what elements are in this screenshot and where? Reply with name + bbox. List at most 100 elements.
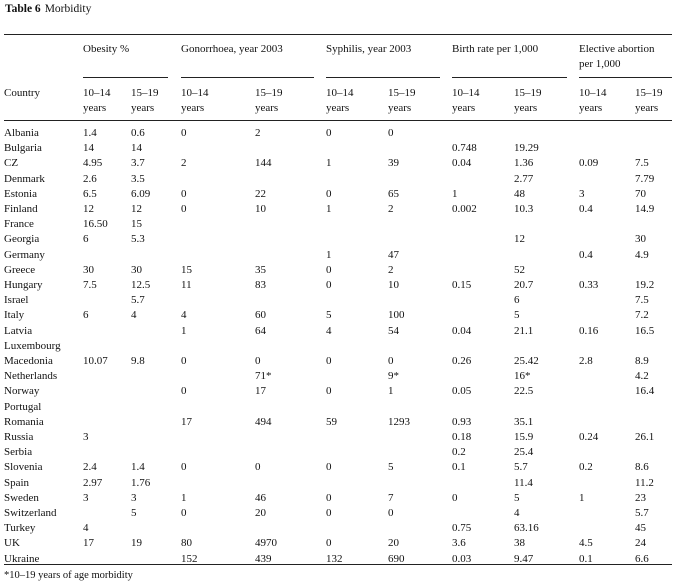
- group-rule-obesity: [83, 77, 168, 78]
- group-rule-gonorrhoea: [181, 77, 314, 78]
- value-cell: 0.24: [579, 431, 599, 444]
- table-row: Georgia 6 5.3 12 30: [4, 232, 672, 247]
- value-cell: 9.8: [131, 355, 145, 368]
- value-cell: 6.09: [131, 187, 151, 200]
- value-cell: 1: [181, 324, 187, 337]
- value-cell: 0.05: [452, 385, 472, 398]
- value-cell: 30: [635, 233, 646, 246]
- subheader-obesity-10-14: 10–14 years: [83, 87, 111, 114]
- country-cell: Hungary: [4, 279, 43, 292]
- value-cell: 0: [388, 507, 394, 520]
- table-footnote: *10–19 years of age morbidity: [4, 570, 133, 581]
- value-cell: 19.2: [635, 279, 655, 292]
- value-cell: [579, 400, 635, 415]
- value-cell: 15: [181, 263, 192, 276]
- table-row: Slovenia 2.4 1.4 0 0 0 5 0.1 5.7 0.2 8.6: [4, 460, 672, 475]
- value-cell: 30: [131, 263, 142, 276]
- country-cell: Spain: [4, 476, 30, 489]
- bottom-rule: [4, 564, 672, 565]
- value-cell: [452, 293, 514, 308]
- value-cell: [635, 415, 672, 430]
- country-cell: Georgia: [4, 233, 40, 246]
- value-cell: 0: [255, 461, 261, 474]
- value-cell: [452, 232, 514, 247]
- value-cell: 0: [326, 127, 332, 139]
- value-cell: 3: [579, 187, 585, 200]
- value-cell: [579, 476, 635, 491]
- value-cell: [326, 400, 388, 415]
- value-cell: 1.4: [83, 127, 97, 139]
- value-cell: [388, 430, 452, 445]
- subheader-abortion-15-19: 15–19 years: [635, 87, 663, 114]
- table-row: Norway 0 17 0 1 0.05 22.5 16.4: [4, 384, 672, 399]
- morbidity-table: Albania 1.4 0.6 0 2 0 0 Bulgaria 14 14 0.748 19.29 C…: [4, 126, 672, 567]
- country-cell: Norway: [4, 385, 40, 398]
- value-cell: 0.26: [452, 355, 472, 368]
- value-cell: 0.33: [579, 279, 599, 292]
- value-cell: 17: [255, 385, 266, 398]
- value-cell: 2: [388, 203, 394, 216]
- value-cell: [255, 521, 326, 536]
- value-cell: 0: [326, 279, 332, 292]
- value-cell: 0.4: [579, 203, 593, 216]
- value-cell: 132: [326, 552, 343, 565]
- value-cell: 3.5: [131, 172, 145, 185]
- value-cell: 8.9: [635, 355, 649, 368]
- value-cell: [181, 445, 255, 460]
- value-cell: 0.93: [452, 415, 472, 428]
- value-cell: 35: [255, 263, 266, 276]
- value-cell: [131, 445, 181, 460]
- value-cell: [635, 400, 672, 415]
- value-cell: [131, 384, 181, 399]
- value-cell: 0.04: [452, 157, 472, 170]
- value-cell: 4: [181, 309, 187, 322]
- table-caption: Table 6 Morbidity: [5, 3, 91, 15]
- value-cell: [635, 217, 672, 232]
- value-cell: 0: [326, 263, 332, 276]
- subheader-gonorrhoea-10-14: 10–14 years: [181, 87, 209, 114]
- value-cell: 15: [131, 218, 142, 231]
- table-row: Spain 2.97 1.76 11.4 11.2: [4, 476, 672, 491]
- country-cell: Denmark: [4, 172, 45, 185]
- value-cell: [131, 415, 181, 430]
- value-cell: [181, 172, 255, 187]
- country-cell: Netherlands: [4, 370, 58, 383]
- value-cell: [326, 430, 388, 445]
- subheader-gonorrhoea-15-19: 15–19 years: [255, 87, 283, 114]
- value-cell: 48: [514, 187, 525, 200]
- table-body: Albania 1.4 0.6 0 2 0 0 Bulgaria 14 14 0.748 19.29 C…: [4, 126, 672, 567]
- value-cell: 0.09: [579, 157, 599, 170]
- value-cell: 0.75: [452, 522, 472, 535]
- country-cell: Serbia: [4, 446, 33, 459]
- value-cell: [452, 369, 514, 384]
- value-cell: 0: [452, 491, 458, 504]
- value-cell: 3: [83, 431, 89, 444]
- value-cell: 5: [514, 491, 520, 504]
- subheader-birth-15-19: 15–19 years: [514, 87, 542, 114]
- value-cell: 3: [131, 491, 137, 504]
- value-cell: 25.42: [514, 355, 539, 368]
- value-cell: 0.6: [131, 127, 145, 139]
- value-cell: 100: [388, 309, 405, 322]
- country-cell: Portugal: [4, 400, 42, 413]
- table-row: Switzerland 5 0 20 0 0 4 5.7: [4, 506, 672, 521]
- value-cell: 5.7: [635, 507, 649, 520]
- value-cell: [181, 521, 255, 536]
- value-cell: 45: [635, 522, 646, 535]
- value-cell: 11.4: [514, 476, 533, 489]
- value-cell: 24: [635, 537, 646, 550]
- header-rule: [4, 120, 672, 121]
- value-cell: [131, 248, 181, 263]
- country-cell: Turkey: [4, 522, 36, 535]
- group-header-abortion: Elective abortion per 1,000: [579, 43, 655, 70]
- value-cell: [131, 324, 181, 339]
- country-cell: Finland: [4, 203, 38, 216]
- group-rule-abortion: [579, 77, 672, 78]
- value-cell: 0: [181, 127, 187, 139]
- value-cell: [181, 369, 255, 384]
- value-cell: 5: [326, 309, 332, 322]
- table-row: Israel 5.7 6 7.5: [4, 293, 672, 308]
- table-row: Finland 12 12 0 10 1 2 0.002 10.3 0.4 14.9: [4, 202, 672, 217]
- country-cell: Albania: [4, 127, 39, 139]
- subheader-obesity-15-19: 15–19 years: [131, 87, 159, 114]
